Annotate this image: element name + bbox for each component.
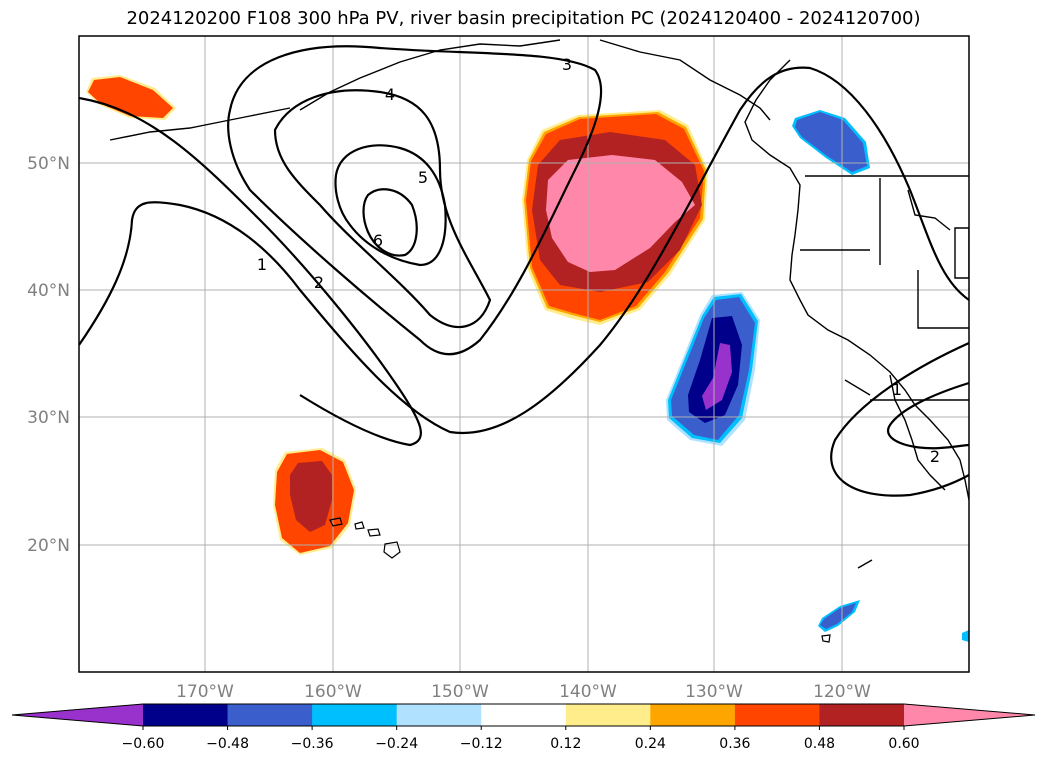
- contour-label-2-east: 2: [930, 447, 940, 466]
- contour-label-5: 5: [418, 168, 428, 187]
- colorbar-tick-label: −0.12: [460, 736, 503, 752]
- y-tick-label: 20°N: [27, 536, 70, 556]
- precip-region-negative-south: [818, 600, 860, 632]
- colorbar-tick-label: 0.48: [804, 736, 835, 752]
- chart-title: 2024120200 F108 300 hPa PV, river basin …: [126, 8, 921, 29]
- precip-fill-layer: [86, 75, 969, 642]
- x-tick-labels: 170°W 160°W 150°W 140°W 130°W 120°W: [176, 682, 871, 702]
- colorbar-segment: [143, 704, 229, 726]
- colorbar-segment: [227, 704, 313, 726]
- colorbar-tick-label: 0.24: [635, 736, 666, 752]
- precip-region-negative-north: [792, 110, 870, 175]
- gridlines: [79, 36, 969, 672]
- colorbar-segment: [565, 704, 651, 726]
- x-tick-label: 160°W: [304, 682, 362, 702]
- precip-region-positive-large: [522, 110, 708, 325]
- y-tick-label: 40°N: [27, 281, 70, 301]
- axes-frame: [78, 35, 970, 673]
- x-tick-label: 150°W: [431, 682, 489, 702]
- colorbar-segment: [650, 704, 736, 726]
- colorbar-tick-label: −0.36: [291, 736, 334, 752]
- colorbar-segment: [481, 704, 567, 726]
- colorbar: −0.60 −0.48 −0.36 −0.24 −0.12 0.12 0.24 0.36 0.4…: [11, 703, 1036, 752]
- precip-region-positive-hawaii: [273, 448, 356, 555]
- colorbar-tick-label: 0.12: [550, 736, 581, 752]
- colorbar-tick-label: −0.48: [206, 736, 249, 752]
- y-tick-labels: 20°N 30°N 40°N 50°N: [27, 154, 70, 556]
- hawaii-islands: [329, 517, 831, 643]
- colorbar-extend-max: [904, 704, 1035, 726]
- contour-label-1: 1: [257, 255, 267, 274]
- x-tick-label: 170°W: [176, 682, 234, 702]
- colorbar-tick-label: −0.60: [122, 736, 165, 752]
- precip-region-negative-edge: [962, 630, 969, 642]
- contour-label-2: 2: [314, 273, 324, 292]
- colorbar-extend-min: [12, 704, 143, 726]
- pv-contours: [79, 45, 969, 497]
- contour-label-6: 6: [373, 231, 383, 250]
- x-tick-label: 120°W: [813, 682, 871, 702]
- x-tick-label: 140°W: [559, 682, 617, 702]
- y-tick-label: 30°N: [27, 408, 70, 428]
- colorbar-segment: [734, 704, 820, 726]
- colorbar-segment: [312, 704, 398, 726]
- y-tick-label: 50°N: [27, 154, 70, 174]
- coastlines: [109, 39, 969, 569]
- colorbar-tick-label: 0.60: [888, 736, 919, 752]
- colorbar-tick-label: 0.36: [719, 736, 750, 752]
- contour-label-1-east: 1: [892, 380, 902, 399]
- contour-label-4: 4: [385, 85, 395, 104]
- colorbar-tick-label: −0.24: [375, 736, 418, 752]
- x-tick-label: 130°W: [685, 682, 743, 702]
- colorbar-segment: [396, 704, 482, 726]
- precip-region-positive-west: [86, 75, 176, 120]
- map-area: 1 2 3 4 5 6 2 1: [79, 36, 969, 672]
- pv-contour-labels: 1 2 3 4 5 6 2 1: [257, 55, 940, 466]
- precip-region-negative-main: [666, 292, 760, 446]
- contour-label-3: 3: [562, 55, 572, 74]
- colorbar-segment: [819, 704, 905, 726]
